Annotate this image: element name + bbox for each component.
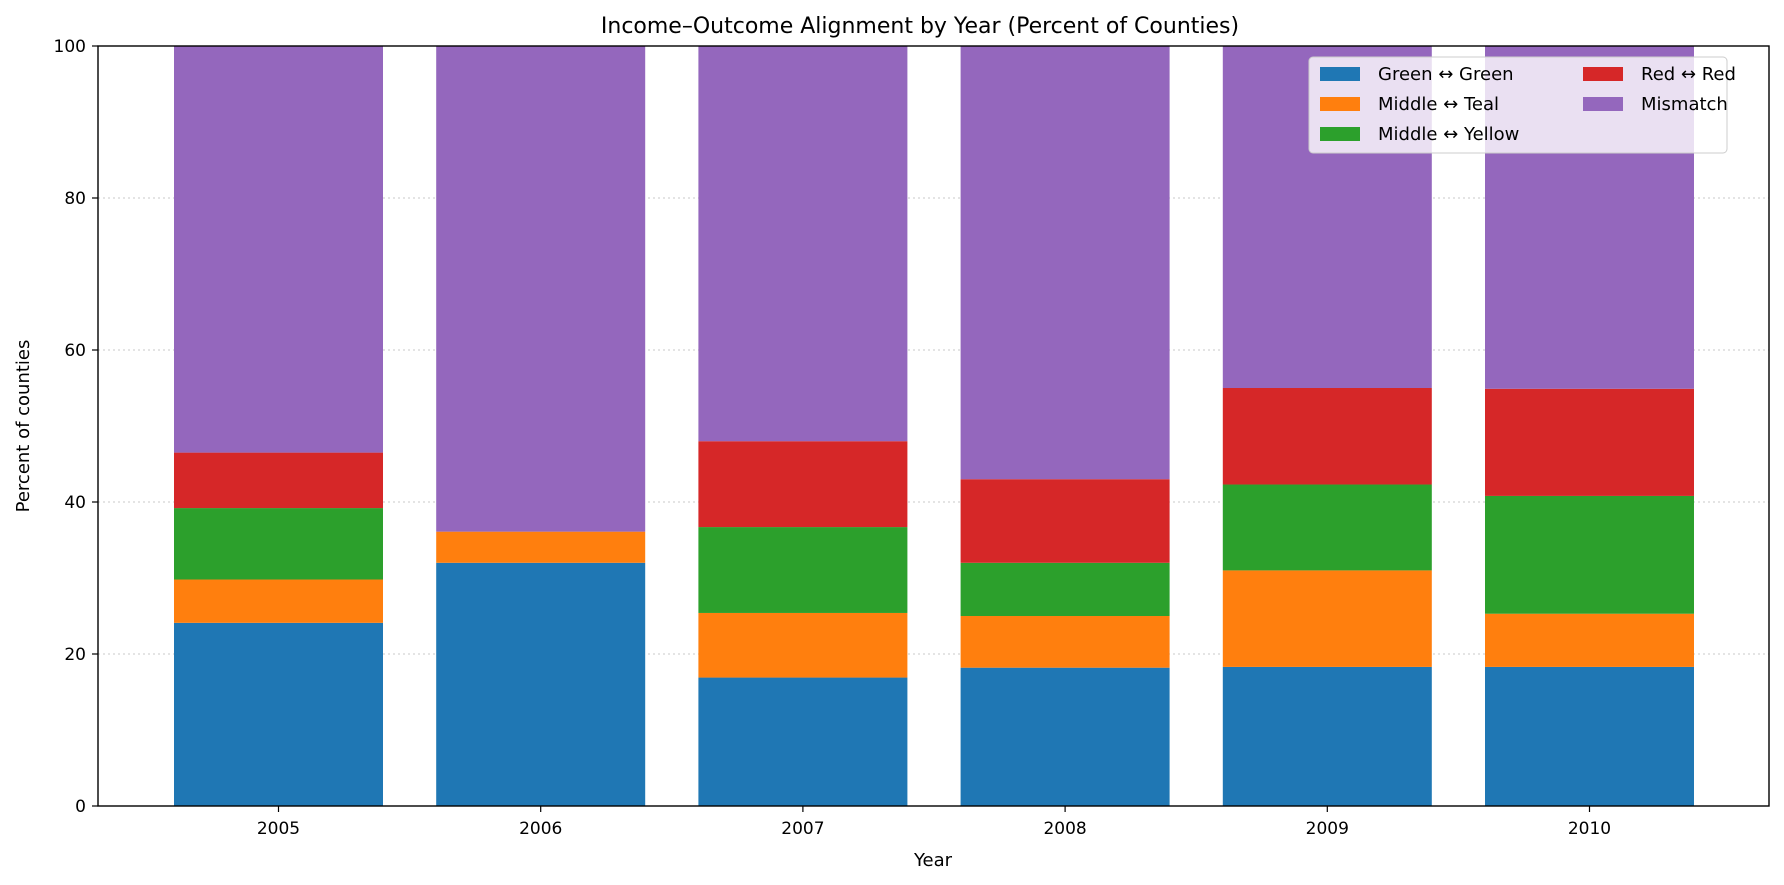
bar-segment-2006-5 xyxy=(436,46,646,532)
bar-segment-2007-5 xyxy=(698,46,908,442)
legend-swatch xyxy=(1320,97,1360,111)
bar-segment-2008-1 xyxy=(960,667,1170,806)
y-tick-label: 40 xyxy=(64,493,86,513)
y-tick-label: 60 xyxy=(64,341,86,361)
x-axis-ticks: 2005 2006 2007 2008 2009 2010 xyxy=(257,806,1611,839)
x-tick-label: 2010 xyxy=(1568,819,1611,839)
bar-segment-2010-2 xyxy=(1485,613,1694,667)
bar-segment-2009-1 xyxy=(1222,666,1432,806)
legend-swatch xyxy=(1583,97,1623,111)
legend-label: Middle ↔ Yellow xyxy=(1378,124,1519,145)
x-tick-label: 2009 xyxy=(1306,819,1349,839)
legend-swatch xyxy=(1583,67,1623,81)
x-tick-label: 2007 xyxy=(781,819,824,839)
bar-segment-2006-1 xyxy=(436,562,646,806)
legend: Green ↔ Green Middle ↔ Teal Middle ↔ Yello… xyxy=(1308,56,1736,154)
x-tick-label: 2006 xyxy=(519,819,562,839)
legend-label: Red ↔ Red xyxy=(1641,64,1736,85)
bar-segment-2005-2 xyxy=(174,579,383,623)
y-axis-label: Percent of counties xyxy=(13,340,34,513)
bar-segment-2010-4 xyxy=(1485,388,1694,496)
bar-segment-2008-4 xyxy=(960,479,1170,563)
bar-segment-2007-3 xyxy=(698,527,908,613)
bar-segment-2006-2 xyxy=(436,531,646,563)
legend-label: Green ↔ Green xyxy=(1378,64,1514,85)
bar-segment-2007-1 xyxy=(698,677,908,806)
legend-swatch xyxy=(1320,127,1360,141)
chart-title: Income–Outcome Alignment by Year (Percen… xyxy=(601,14,1239,39)
bar-segment-2005-5 xyxy=(174,46,383,453)
y-tick-label: 100 xyxy=(54,37,86,57)
y-tick-label: 0 xyxy=(75,797,86,817)
bar-segment-2009-3 xyxy=(1222,484,1432,571)
y-tick-label: 20 xyxy=(64,645,86,665)
bar-segment-2007-4 xyxy=(698,441,908,528)
y-gridlines xyxy=(98,197,1769,655)
bars-group xyxy=(174,46,1694,806)
bar-segment-2005-3 xyxy=(174,508,383,580)
plot-frame xyxy=(97,45,1770,807)
bar-segment-2008-3 xyxy=(960,562,1170,616)
bar-segment-2008-2 xyxy=(960,616,1170,668)
legend-label: Mismatch xyxy=(1641,94,1728,115)
bar-segment-2005-4 xyxy=(174,452,383,509)
bar-segment-2010-3 xyxy=(1485,495,1694,614)
bar-segment-2009-4 xyxy=(1222,388,1432,485)
y-tick-label: 80 xyxy=(64,189,86,209)
bar-segment-2009-2 xyxy=(1222,570,1432,667)
y-axis-ticks: 0 20 40 60 80 100 xyxy=(54,37,98,817)
bar-segment-2010-1 xyxy=(1485,666,1694,806)
x-tick-label: 2008 xyxy=(1043,819,1086,839)
x-tick-label: 2005 xyxy=(257,819,300,839)
bar-segment-2007-2 xyxy=(698,612,908,678)
legend-label: Middle ↔ Teal xyxy=(1378,94,1499,115)
legend-swatch xyxy=(1320,67,1360,81)
x-axis-label: Year xyxy=(913,850,953,871)
bar-segment-2008-5 xyxy=(960,46,1170,480)
bar-segment-2005-1 xyxy=(174,622,383,806)
